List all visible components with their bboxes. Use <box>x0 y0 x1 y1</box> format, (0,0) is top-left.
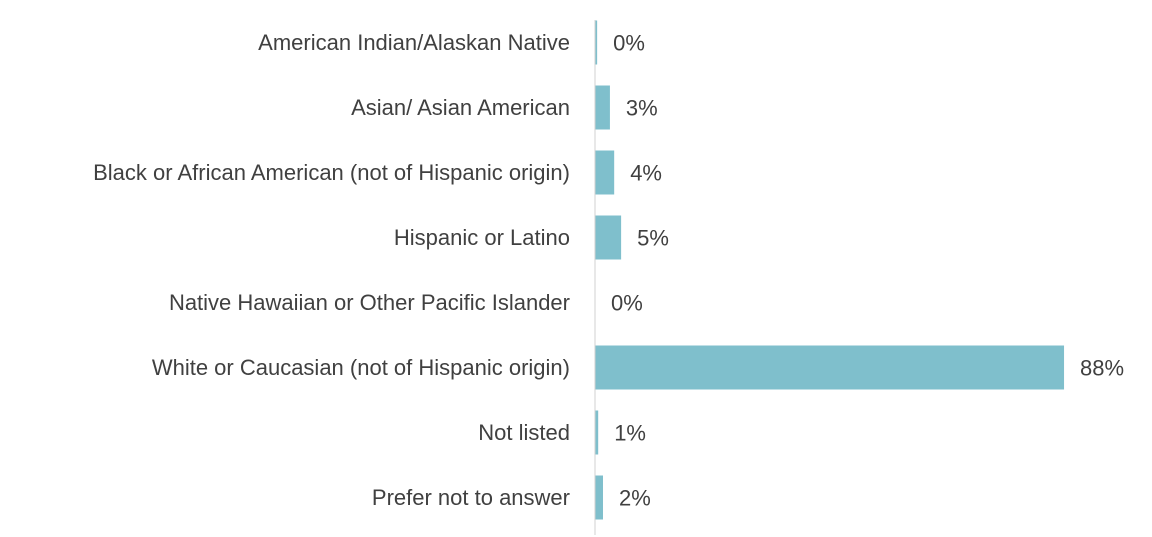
bar <box>595 215 622 260</box>
data-label: 3% <box>626 95 658 120</box>
data-label: 5% <box>637 225 669 250</box>
bar <box>595 20 598 65</box>
category-label-box: Not listed <box>478 419 570 445</box>
data-label: 0% <box>611 290 643 315</box>
category-label-box: American Indian/Alaskan Native <box>258 29 570 55</box>
data-label: 2% <box>619 485 651 510</box>
data-label: 0% <box>613 30 645 55</box>
bar <box>595 85 610 130</box>
category-label: Not listed <box>478 419 570 445</box>
category-label: White or Caucasian (not of Hispanic orig… <box>151 354 570 380</box>
bar <box>595 150 615 195</box>
category-label: Asian/ Asian American <box>351 94 570 120</box>
category-label-box: White or Caucasian (not of Hispanic orig… <box>151 354 570 380</box>
category-label-box: Native Hawaiian or Other Pacific Islande… <box>168 289 570 315</box>
category-label-box: Prefer not to answer <box>371 484 570 510</box>
category-label-box: Hispanic or Latino <box>393 224 570 250</box>
bar <box>595 475 603 520</box>
category-label-box: Asian/ Asian American <box>351 94 570 120</box>
category-label: Black or African American (not of Hispan… <box>93 159 570 185</box>
data-label: 4% <box>630 160 662 185</box>
data-label: 1% <box>614 420 646 445</box>
category-label-box: Black or African American (not of Hispan… <box>93 159 570 185</box>
category-label: American Indian/Alaskan Native <box>258 29 570 55</box>
category-label: Prefer not to answer <box>371 484 570 510</box>
bar <box>595 410 599 455</box>
data-label: 88% <box>1080 355 1124 380</box>
bar <box>595 345 1065 390</box>
category-label: Hispanic or Latino <box>393 224 570 250</box>
category-label: Native Hawaiian or Other Pacific Islande… <box>168 289 570 315</box>
